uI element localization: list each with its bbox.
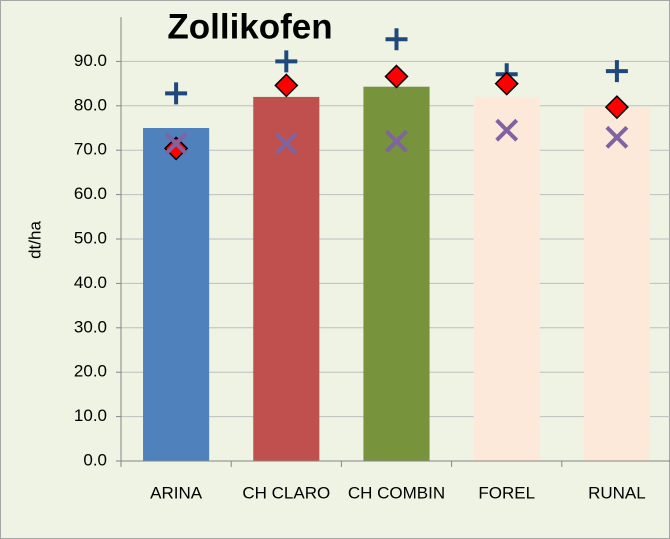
y-tick-label: 20.0 — [74, 362, 107, 381]
diamond-marker — [604, 95, 629, 120]
marker — [165, 82, 188, 105]
x-tick-label: ARINA — [150, 483, 203, 502]
y-axis-label: dt/ha — [25, 221, 44, 259]
bar — [473, 96, 540, 462]
marker — [605, 125, 629, 149]
diamond-marker — [494, 71, 519, 96]
plus-marker — [385, 28, 408, 51]
marker — [385, 28, 408, 51]
plus-marker — [275, 50, 298, 73]
chart-title: Zollikofen — [167, 7, 332, 46]
marker — [164, 132, 188, 155]
marker — [384, 64, 409, 89]
y-tick-label: 60.0 — [74, 184, 107, 203]
x-tick-label: CH COMBIN — [348, 483, 445, 502]
diamond-marker — [274, 73, 299, 98]
y-tick-label: 90.0 — [74, 51, 107, 70]
cross-marker — [274, 132, 298, 155]
bar — [363, 86, 430, 461]
x-tick-label: CH CLARO — [242, 483, 330, 502]
bar — [583, 107, 650, 461]
cross-marker — [605, 125, 629, 149]
y-tick-label: 40.0 — [74, 273, 107, 292]
marker — [604, 95, 629, 120]
plus-marker — [605, 60, 628, 83]
y-tick-label: 70.0 — [74, 140, 107, 159]
diamond-marker — [384, 64, 409, 89]
marker — [495, 118, 519, 142]
y-tick-label: 50.0 — [74, 228, 107, 247]
y-tick-label: 80.0 — [74, 95, 107, 114]
marker — [605, 60, 628, 83]
cross-marker — [164, 132, 188, 155]
bar — [253, 96, 320, 462]
y-tick-label: 30.0 — [74, 317, 107, 336]
x-tick-label: RUNAL — [588, 483, 646, 502]
marker — [275, 50, 298, 73]
y-tick-label: 0.0 — [83, 450, 107, 469]
marker — [274, 132, 298, 155]
y-tick-label: 10.0 — [74, 406, 107, 425]
marker — [274, 73, 299, 98]
bar — [143, 128, 210, 461]
cross-marker — [385, 129, 408, 153]
marker — [164, 136, 189, 161]
marker — [385, 129, 408, 153]
diamond-marker — [164, 136, 189, 161]
x-tick-label: FOREL — [478, 483, 535, 502]
marker — [494, 71, 519, 96]
plus-marker — [165, 82, 188, 105]
cross-marker — [495, 118, 519, 142]
